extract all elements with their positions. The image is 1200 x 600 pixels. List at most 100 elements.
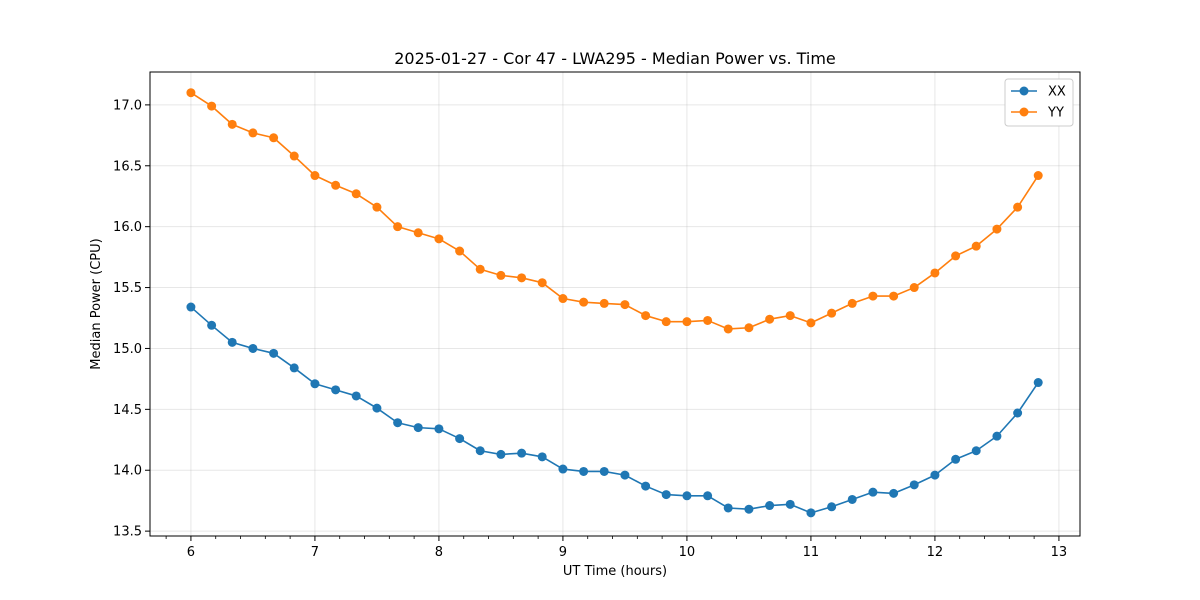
legend-label-xx: XX	[1048, 85, 1066, 100]
data-point-xx	[930, 470, 940, 480]
x-tick-label: 10	[679, 545, 696, 560]
data-point-yy	[827, 308, 837, 318]
data-point-xx	[393, 418, 403, 428]
x-tick-label: 9	[559, 545, 567, 560]
data-point-yy	[393, 222, 403, 232]
data-point-yy	[331, 180, 341, 190]
data-point-xx	[496, 449, 506, 459]
grid	[150, 72, 1080, 536]
ticks: 6 7 8 9 10 11 12 13 13.5 14.0 14.5 15.0 15.5 16.0 16.5…	[113, 98, 1067, 560]
data-point-yy	[661, 317, 671, 327]
data-point-xx	[992, 431, 1002, 441]
data-point-xx	[1033, 378, 1043, 388]
data-point-xx	[558, 464, 568, 474]
data-point-yy	[765, 314, 775, 324]
data-point-yy	[496, 270, 506, 280]
data-point-xx	[723, 503, 733, 513]
series-xx	[186, 302, 1043, 518]
chart-title: 2025-01-27 - Cor 47 - LWA295 - Median Po…	[394, 49, 836, 68]
data-point-yy	[579, 297, 589, 307]
data-point-xx	[413, 423, 423, 433]
data-point-yy	[248, 128, 258, 138]
data-point-xx	[868, 487, 878, 497]
y-tick-label: 16.0	[113, 220, 142, 235]
data-point-yy	[413, 228, 423, 238]
data-point-xx	[434, 424, 444, 434]
data-point-xx	[331, 385, 341, 395]
data-point-xx	[744, 504, 754, 514]
data-point-xx	[227, 337, 237, 347]
data-point-xx	[455, 434, 465, 444]
y-tick-label: 17.0	[113, 98, 142, 113]
data-point-yy	[537, 278, 547, 288]
y-tick-label: 15.0	[113, 342, 142, 357]
data-point-xx	[207, 320, 217, 330]
data-point-yy	[289, 151, 299, 161]
series-layer	[186, 88, 1043, 518]
data-point-yy	[889, 291, 899, 301]
data-point-xx	[599, 466, 609, 476]
data-point-yy	[930, 268, 940, 278]
data-point-yy	[682, 317, 692, 327]
data-point-xx	[971, 446, 981, 456]
legend: XX YY	[1004, 78, 1074, 127]
y-tick-label: 14.0	[113, 464, 142, 479]
data-point-yy	[620, 300, 630, 310]
data-point-xx	[703, 491, 713, 501]
data-point-xx	[372, 403, 382, 413]
data-point-xx	[827, 502, 837, 512]
data-point-yy	[558, 294, 568, 304]
data-point-yy	[599, 298, 609, 308]
data-point-yy	[186, 88, 196, 98]
data-point-yy	[847, 298, 857, 308]
legend-item-xx: XX	[1011, 85, 1066, 100]
y-tick-label: 15.5	[113, 281, 142, 296]
data-point-xx	[682, 491, 692, 501]
data-point-yy	[207, 101, 217, 111]
y-tick-label: 14.5	[113, 403, 142, 418]
x-tick-label: 6	[187, 545, 195, 560]
data-point-xx	[537, 452, 547, 462]
data-point-xx	[909, 480, 919, 490]
y-axis-label: Median Power (CPU)	[89, 238, 104, 369]
data-point-xx	[847, 494, 857, 504]
data-point-yy	[909, 283, 919, 293]
data-point-yy	[723, 324, 733, 334]
x-tick-label: 8	[435, 545, 443, 560]
data-point-yy	[951, 251, 961, 261]
data-point-yy	[455, 246, 465, 256]
data-point-yy	[744, 323, 754, 333]
data-point-xx	[951, 454, 961, 464]
data-point-yy	[269, 133, 279, 143]
x-tick-label: 7	[311, 545, 319, 560]
data-point-yy	[434, 234, 444, 244]
data-point-xx	[806, 508, 816, 518]
legend-label-yy: YY	[1047, 106, 1064, 121]
data-point-yy	[785, 311, 795, 321]
data-point-xx	[289, 363, 299, 373]
data-point-xx	[186, 302, 196, 312]
data-point-xx	[620, 470, 630, 480]
data-point-yy	[806, 318, 816, 328]
data-point-yy	[641, 311, 651, 321]
data-point-yy	[703, 315, 713, 325]
data-point-xx	[889, 488, 899, 498]
data-point-yy	[868, 291, 878, 301]
data-point-xx	[1013, 408, 1023, 418]
data-point-yy	[992, 224, 1002, 234]
x-tick-label: 13	[1051, 545, 1068, 560]
data-point-yy	[1033, 171, 1043, 181]
y-tick-label: 16.5	[113, 159, 142, 174]
data-point-xx	[661, 490, 671, 500]
data-point-xx	[248, 343, 258, 353]
data-point-yy	[372, 202, 382, 212]
data-point-xx	[517, 448, 527, 458]
plot-frame	[149, 71, 1081, 537]
series-yy	[186, 88, 1043, 334]
legend-marker-xx	[1019, 86, 1029, 96]
x-tick-label: 12	[927, 545, 944, 560]
legend-marker-yy	[1019, 107, 1029, 117]
data-point-yy	[310, 171, 320, 181]
